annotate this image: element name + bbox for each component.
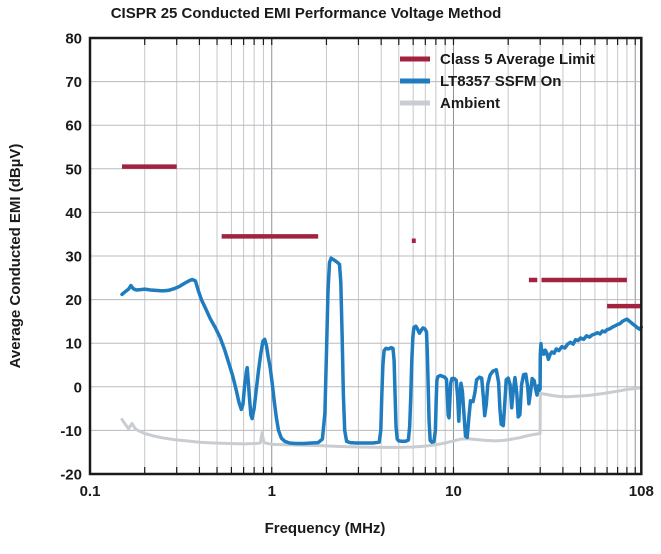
x-tick-label: 10	[445, 483, 462, 500]
y-tick-label: 0	[74, 379, 82, 396]
legend-label: Class 5 Average Limit	[440, 51, 595, 68]
y-tick-label: -20	[60, 467, 82, 484]
chart-title: CISPR 25 Conducted EMI Performance Volta…	[111, 5, 502, 22]
x-tick-label: 108	[629, 483, 654, 500]
tick-marks-layer	[144, 38, 636, 474]
y-tick-label: 70	[65, 74, 82, 91]
axis-labels-layer: -20 -10 0 10 20 30 40 50 60 70 80 0.1 1 10 108	[60, 31, 654, 501]
series-layer	[120, 164, 644, 449]
plot-frame	[88, 36, 643, 476]
x-axis-title: Frequency (MHz)	[265, 520, 386, 537]
y-axis-title: Average Conducted EMI (dBµV)	[7, 144, 24, 369]
ambient-trace	[120, 386, 643, 449]
y-tick-label: 30	[65, 249, 82, 266]
ssfm-trace	[120, 256, 644, 446]
grid-layer	[90, 38, 642, 474]
y-tick-label: 60	[65, 118, 82, 135]
x-tick-label: 0.1	[80, 483, 101, 500]
y-tick-label: -10	[60, 423, 82, 440]
legend-label: Ambient	[440, 95, 500, 112]
y-tick-label: 10	[65, 336, 82, 353]
legend: Class 5 Average Limit LT8357 SSFM On Ambie…	[400, 51, 595, 112]
y-tick-label: 50	[65, 161, 82, 178]
x-tick-label: 1	[268, 483, 276, 500]
legend-label: LT8357 SSFM On	[440, 73, 561, 90]
y-tick-label: 40	[65, 205, 82, 222]
y-tick-label: 20	[65, 292, 82, 309]
y-tick-label: 80	[65, 31, 82, 48]
